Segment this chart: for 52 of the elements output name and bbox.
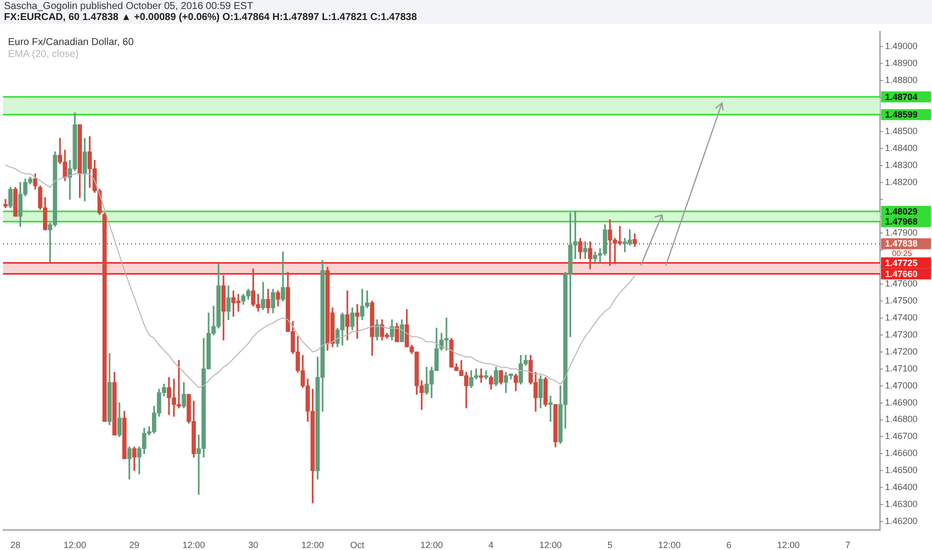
text: Sascha_Gogolin published October 05, 2016 00:59 EST [4, 1, 254, 12]
y-tick-label: 1.48400 [885, 142, 918, 153]
text: 00:25 [892, 248, 913, 258]
y-tick-label: 1.47500 [885, 296, 918, 306]
ref-line-label: 1.47725 [885, 258, 918, 268]
y-tick-label: 1.46400 [885, 482, 918, 492]
y-tick-label: 1.46900 [885, 397, 918, 408]
y-tick-label: 1.46700 [885, 431, 918, 442]
y-tick-label: 1.46200 [885, 516, 918, 526]
x-tick-label: 12:00 [64, 540, 86, 550]
ref-line-label: 1.48029 [885, 206, 918, 216]
y-tick-label: 1.49000 [885, 41, 918, 52]
x-tick-label: 12:00 [420, 540, 443, 550]
y-tick-label: 1.46800 [885, 414, 918, 424]
x-tick-label: 6 [726, 540, 732, 550]
x-tick-label: 4 [488, 540, 494, 550]
ref-line-label: 1.47968 [885, 216, 918, 227]
y-tick-label: 1.48500 [885, 126, 918, 136]
x-tick-label: Oct [350, 540, 365, 550]
y-tick-label: 1.48200 [885, 176, 918, 187]
ref-line-label: 1.48599 [885, 110, 918, 120]
y-tick-label: 1.46500 [885, 465, 918, 476]
y-tick-label: 1.48300 [885, 160, 918, 170]
x-tick-label: 29 [129, 540, 140, 550]
y-tick-label: 1.46300 [885, 499, 918, 510]
x-tick-label: 7 [845, 540, 850, 550]
y-tick-label: 1.47600 [885, 278, 918, 289]
y-tick-label: 1.46600 [885, 448, 918, 458]
candlestick [280, 252, 286, 302]
x-tick-label: 28 [10, 540, 20, 550]
y-tick-label: 1.47200 [885, 346, 918, 356]
ref-line-label: 1.47660 [885, 268, 918, 279]
x-tick-label: 5 [607, 540, 612, 550]
x-tick-label: 30 [248, 540, 258, 550]
y-tick-label: 1.48800 [885, 75, 918, 86]
x-tick-label: 12:00 [301, 540, 324, 550]
text: FX:EURCAD, 60 1.47838 ▲ +0.00089 (+0.06%) O:1.47864 H:1.47897 L:1.47821 C:1.47838 [4, 12, 417, 23]
ref-line-label: 1.47838 [885, 238, 918, 249]
x-tick-label: 12:00 [539, 540, 562, 550]
candlestick [548, 396, 553, 422]
y-tick-label: 1.47300 [885, 329, 918, 340]
x-tick-label: 12:00 [658, 540, 681, 550]
x-tick-label: 12:00 [182, 540, 206, 550]
ref-line-label: 1.48704 [885, 92, 918, 102]
y-tick-label: 1.47400 [885, 312, 918, 322]
text: EMA (20, close) [8, 49, 79, 60]
y-tick-label: 1.47000 [885, 380, 918, 390]
y-tick-label: 1.48900 [885, 58, 918, 68]
text: Euro Fx/Canadian Dollar, 60 [8, 37, 134, 48]
x-tick-label: 12:00 [777, 540, 800, 550]
y-tick-label: 1.47900 [885, 228, 918, 238]
y-tick-label: 1.47100 [885, 363, 918, 374]
